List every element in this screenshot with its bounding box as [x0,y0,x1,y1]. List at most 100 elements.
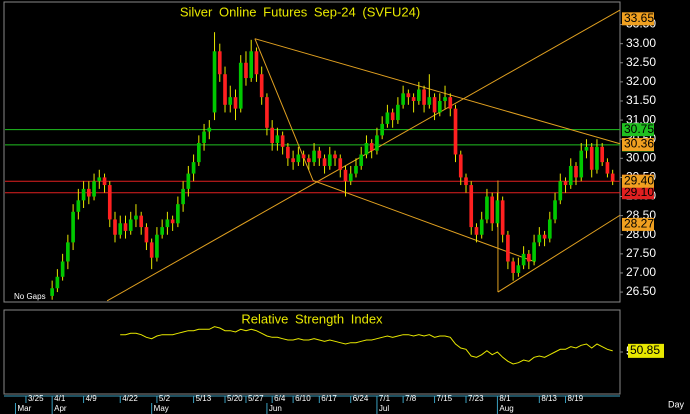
x-tick-label: 8/19 [568,394,584,403]
candle-body [584,146,589,151]
trendline [254,38,621,145]
candle-body [60,261,65,277]
rsi-line [120,326,613,365]
candle-body [139,215,144,228]
candle-body [448,97,453,109]
month-label: Jul [379,404,389,413]
candle-body [92,181,96,197]
x-tick-label: 8/13 [541,394,557,403]
price-panel [3,1,621,303]
candle-body [265,97,269,128]
candle-body [327,154,332,166]
level-label: 29.10 [624,185,654,199]
candle-body [149,242,154,258]
price-marker-box [622,217,654,231]
y-tick-label: 33.00 [626,36,656,50]
price-marker-box [622,12,654,26]
x-tick-label: 6/10 [295,394,311,403]
price-marker-label: 28.27 [624,217,654,231]
x-tick-label: 7/23 [468,394,484,403]
candle-body [464,177,468,186]
candle-body [134,215,138,220]
candle-body [610,173,615,182]
candle-body [527,253,531,262]
candle-body [291,158,295,163]
candle-body [532,242,536,262]
candle-body [443,97,447,101]
candle-body [558,181,563,201]
candle-body [86,188,91,197]
candle-body [537,234,542,243]
candle-body [485,196,489,220]
x-tick-label: 7/1 [379,394,391,403]
candle-body [186,173,191,189]
y-tick-label: 27.00 [626,265,656,279]
candle-body [176,204,180,224]
candle-body [202,131,206,144]
trendline [106,9,621,302]
candle-body [516,265,521,273]
candle-body [547,219,552,239]
candle-body [270,127,274,144]
candle-body [338,158,343,170]
candle-body [128,219,133,231]
candle-body [123,223,128,231]
candle-body [317,150,322,159]
x-tick-label: 7/8 [405,394,417,403]
candle-body [375,135,379,151]
candle-body [595,146,599,170]
trendline [497,214,621,293]
candle-body [574,165,578,178]
month-label: May [154,404,169,413]
y-tick-label: 30.00 [626,150,656,164]
candle-body [259,74,264,98]
candle-body [76,200,81,212]
candle-body [312,150,316,163]
period-label: Day [668,399,685,409]
candle-body [160,227,164,235]
candle-body [390,112,395,121]
candle-body [254,51,259,75]
candle-body [432,97,437,113]
x-tick-label: 8/1 [499,394,511,403]
candle-body [495,200,500,224]
candle-body [406,93,411,98]
rsi-last-box [628,343,664,358]
y-tick-label: 27.50 [626,246,656,260]
price-marker-label: 33.65 [624,11,654,25]
candle-body [589,146,594,170]
candle-body [380,123,385,136]
candle-body [170,219,175,224]
month-label: Apr [54,404,67,413]
candle-body [333,154,337,159]
candle-body [66,242,70,262]
candle-body [422,89,426,105]
candle-body [207,127,212,132]
candle-body [155,234,159,258]
candle-body [181,188,185,205]
candle-body [275,135,280,144]
candle-body [244,62,248,79]
candle-body [144,227,149,243]
x-tick-label: 5/13 [196,394,212,403]
candle-body [343,169,348,182]
price-marker-label: 30.36 [624,137,654,151]
candle-body [107,185,112,220]
price-marker-box [622,138,654,152]
y-tick-label: 31.50 [626,93,656,107]
x-tick-label: 4/9 [86,394,98,403]
candle-body [191,162,196,174]
candle-body [568,165,573,186]
candle-body [81,188,86,201]
x-tick-label: 5/27 [248,394,264,403]
level-box [622,186,654,200]
candle-body [411,97,416,101]
note: No Gaps [14,292,46,301]
rsi-title: Relative Strength Index [241,311,383,326]
candle-body [542,234,547,239]
candle-body [427,97,432,105]
y-tick-label: 31.00 [626,112,656,126]
candle-body [506,234,510,262]
